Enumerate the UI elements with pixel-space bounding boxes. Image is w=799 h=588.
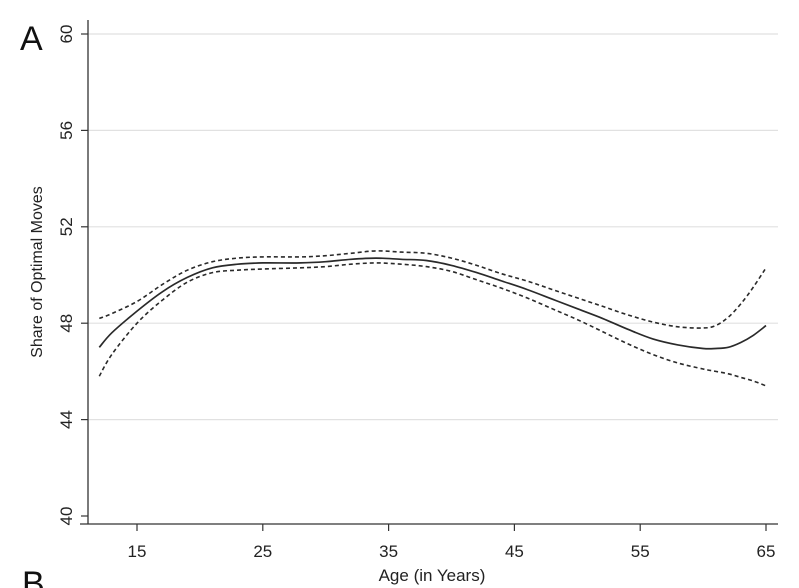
- upper-ci-line: [99, 250, 767, 329]
- y-tick-label-52: 52: [57, 217, 76, 236]
- series-lines: [98, 250, 767, 387]
- x-tick-label-65: 65: [757, 542, 776, 561]
- y-tick-label-40: 40: [57, 507, 76, 526]
- panel-label-b: B: [22, 567, 45, 588]
- x-tick-label-45: 45: [505, 542, 524, 561]
- y-axis-ticks: 40 44 48 52 56 60: [57, 25, 88, 526]
- x-tick-label-35: 35: [379, 542, 398, 561]
- x-axis-ticks: 15 25 35 45 55 65: [128, 524, 776, 561]
- lower-ci-line: [98, 262, 767, 387]
- x-tick-label-15: 15: [128, 542, 147, 561]
- y-tick-label-56: 56: [57, 121, 76, 140]
- y-axis-label: Share of Optimal Moves: [29, 186, 46, 358]
- estimate-line: [98, 257, 767, 350]
- x-tick-label-25: 25: [253, 542, 272, 561]
- panel-label-a: A: [20, 20, 43, 58]
- y-tick-label-60: 60: [57, 25, 76, 44]
- x-axis-label: Age (in Years): [379, 566, 486, 585]
- gridlines: [88, 33, 778, 421]
- y-tick-label-44: 44: [57, 410, 76, 429]
- x-tick-label-55: 55: [631, 542, 650, 561]
- y-tick-label-48: 48: [57, 314, 76, 333]
